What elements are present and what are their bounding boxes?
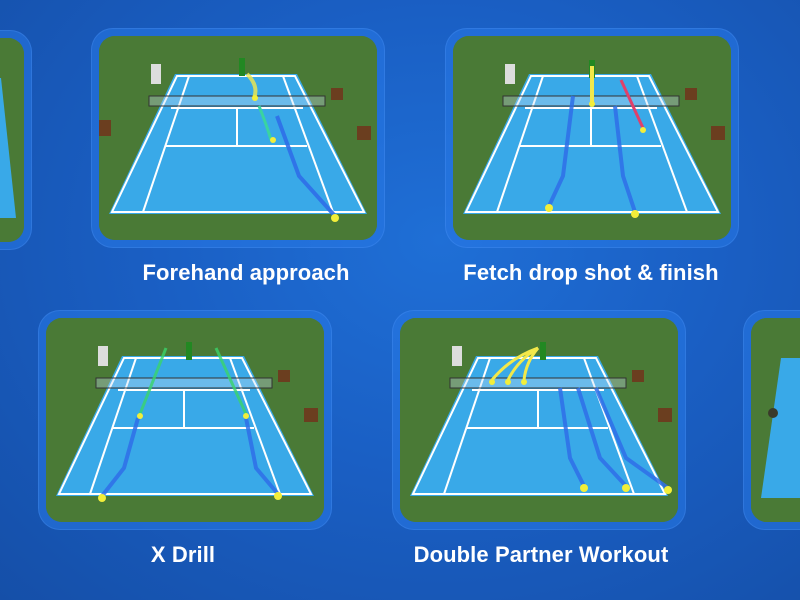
drill-card-fetch-drop-shot[interactable] — [445, 28, 739, 248]
ball — [631, 210, 639, 218]
ball — [137, 413, 143, 419]
umpire-chair — [452, 346, 462, 366]
net — [95, 377, 273, 389]
ball — [589, 101, 595, 107]
ball-machine — [540, 342, 546, 360]
umpire-chair — [505, 64, 515, 84]
trail-blue — [594, 387, 670, 490]
court-illustration — [46, 318, 324, 522]
ball-machine — [186, 342, 192, 360]
ball — [274, 492, 282, 500]
court-illustration — [0, 38, 24, 242]
trail-blue — [100, 417, 140, 498]
drill-thumbnail — [453, 36, 731, 240]
drill-thumbnail — [46, 318, 324, 522]
trail-blue — [576, 387, 628, 488]
trail-blue — [275, 115, 337, 218]
drill-title[interactable]: Forehand approach — [142, 260, 350, 285]
bench — [331, 88, 343, 100]
ball — [331, 214, 339, 222]
trail-green — [214, 347, 248, 415]
ball — [545, 204, 553, 212]
trail-blue — [558, 387, 586, 487]
drill-thumbnail — [99, 36, 377, 240]
court-illustration — [99, 36, 377, 240]
trail-blue — [244, 417, 280, 496]
bench — [685, 88, 697, 100]
trail-yellow — [522, 347, 540, 381]
umpire-chair — [98, 346, 108, 366]
drill-card-partial-right-bottom[interactable] — [743, 310, 800, 530]
bench — [304, 408, 318, 422]
drill-card-forehand-approach[interactable] — [91, 28, 385, 248]
drill-title[interactable]: Double Partner Workout — [413, 542, 669, 567]
drill-title[interactable]: X Drill — [150, 542, 216, 567]
drill-thumbnail — [400, 318, 678, 522]
ball — [243, 413, 249, 419]
ball — [622, 484, 630, 492]
trail-green — [138, 347, 168, 415]
trail-blue — [613, 105, 637, 213]
ball-machine — [239, 58, 245, 76]
net — [449, 377, 627, 389]
drill-card-x-drill[interactable] — [38, 310, 332, 530]
drill-thumbnail — [751, 318, 800, 522]
drill-thumbnail — [0, 38, 24, 242]
court-lines — [411, 357, 667, 495]
ball — [580, 484, 588, 492]
bench — [99, 120, 111, 136]
court-illustration — [453, 36, 731, 240]
ball — [270, 137, 276, 143]
ball — [252, 95, 258, 101]
ball — [640, 127, 646, 133]
court-lines — [464, 75, 720, 213]
court-lines — [110, 75, 366, 213]
trail-blue — [547, 95, 575, 207]
umpire-chair — [151, 64, 161, 84]
drill-card-partial-left-top[interactable] — [0, 30, 32, 250]
drill-card-double-partner[interactable] — [392, 310, 686, 530]
ball — [489, 379, 495, 385]
ball — [521, 379, 527, 385]
ball — [664, 486, 672, 494]
bench — [711, 126, 725, 140]
net — [148, 95, 326, 107]
trail-pink — [619, 79, 645, 129]
bench — [632, 370, 644, 382]
bench — [357, 126, 371, 140]
ball — [98, 494, 106, 502]
bench — [278, 370, 290, 382]
trail-green — [257, 105, 273, 141]
bench — [658, 408, 672, 422]
ball — [505, 379, 511, 385]
court-illustration — [400, 318, 678, 522]
drill-title[interactable]: Fetch drop shot & finish — [463, 260, 719, 285]
court-illustration — [751, 318, 800, 522]
